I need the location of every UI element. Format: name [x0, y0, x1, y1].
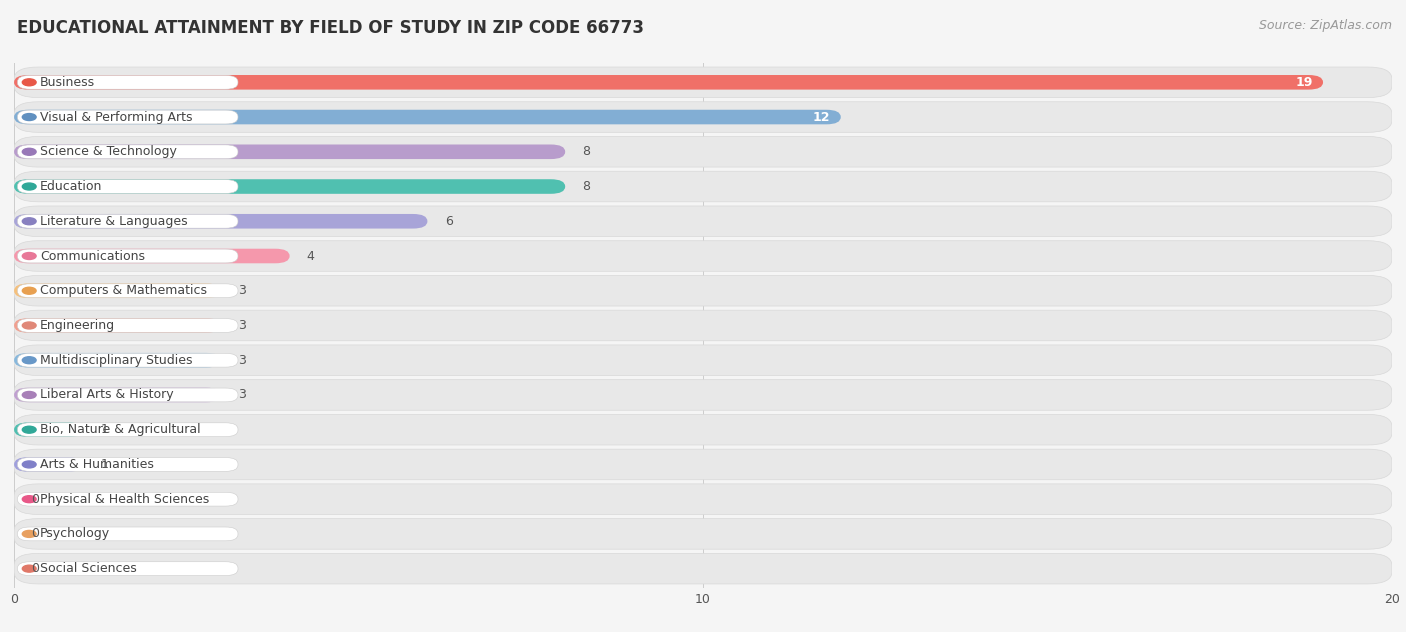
Circle shape [22, 253, 37, 260]
Circle shape [22, 322, 37, 329]
FancyBboxPatch shape [17, 110, 238, 124]
Circle shape [22, 79, 37, 86]
FancyBboxPatch shape [14, 415, 1392, 445]
Text: 12: 12 [813, 111, 831, 123]
Text: 0: 0 [31, 528, 39, 540]
FancyBboxPatch shape [17, 423, 238, 437]
Text: Business: Business [41, 76, 96, 89]
Text: 8: 8 [582, 145, 591, 158]
FancyBboxPatch shape [14, 345, 1392, 375]
FancyBboxPatch shape [14, 310, 1392, 341]
FancyBboxPatch shape [14, 67, 1392, 97]
FancyBboxPatch shape [14, 179, 565, 194]
FancyBboxPatch shape [17, 284, 238, 298]
Text: 0: 0 [31, 562, 39, 575]
Text: 1: 1 [100, 423, 108, 436]
FancyBboxPatch shape [17, 179, 238, 193]
FancyBboxPatch shape [14, 171, 1392, 202]
FancyBboxPatch shape [17, 527, 238, 541]
FancyBboxPatch shape [14, 214, 427, 229]
FancyBboxPatch shape [14, 206, 1392, 236]
Text: Source: ZipAtlas.com: Source: ZipAtlas.com [1258, 19, 1392, 32]
Circle shape [22, 183, 37, 190]
FancyBboxPatch shape [14, 110, 841, 125]
Text: Literature & Languages: Literature & Languages [41, 215, 188, 228]
FancyBboxPatch shape [14, 387, 221, 402]
FancyBboxPatch shape [14, 145, 565, 159]
Circle shape [22, 114, 37, 121]
FancyBboxPatch shape [14, 283, 221, 298]
Text: Social Sciences: Social Sciences [41, 562, 136, 575]
FancyBboxPatch shape [14, 422, 83, 437]
FancyBboxPatch shape [17, 249, 238, 263]
Text: Physical & Health Sciences: Physical & Health Sciences [41, 493, 209, 506]
FancyBboxPatch shape [17, 75, 238, 89]
Circle shape [22, 288, 37, 295]
FancyBboxPatch shape [14, 249, 290, 264]
FancyBboxPatch shape [14, 457, 83, 471]
Text: Science & Technology: Science & Technology [41, 145, 177, 158]
FancyBboxPatch shape [14, 554, 1392, 584]
FancyBboxPatch shape [17, 562, 238, 576]
Text: Bio, Nature & Agricultural: Bio, Nature & Agricultural [41, 423, 201, 436]
Text: 4: 4 [307, 250, 315, 262]
Text: 0: 0 [31, 493, 39, 506]
FancyBboxPatch shape [14, 449, 1392, 480]
Text: 3: 3 [238, 389, 246, 401]
Circle shape [22, 356, 37, 363]
Text: Psychology: Psychology [41, 528, 110, 540]
Circle shape [22, 495, 37, 502]
Circle shape [22, 461, 37, 468]
Text: 6: 6 [444, 215, 453, 228]
Circle shape [22, 426, 37, 433]
Text: Engineering: Engineering [41, 319, 115, 332]
Text: Visual & Performing Arts: Visual & Performing Arts [41, 111, 193, 123]
Text: Education: Education [41, 180, 103, 193]
Circle shape [22, 530, 37, 537]
FancyBboxPatch shape [14, 241, 1392, 271]
FancyBboxPatch shape [14, 519, 1392, 549]
Text: Arts & Humanities: Arts & Humanities [41, 458, 155, 471]
Text: 3: 3 [238, 284, 246, 297]
Text: 19: 19 [1295, 76, 1313, 89]
FancyBboxPatch shape [17, 319, 238, 332]
Circle shape [22, 565, 37, 572]
FancyBboxPatch shape [17, 388, 238, 402]
FancyBboxPatch shape [17, 214, 238, 228]
Text: 3: 3 [238, 319, 246, 332]
Text: Computers & Mathematics: Computers & Mathematics [41, 284, 207, 297]
FancyBboxPatch shape [17, 353, 238, 367]
FancyBboxPatch shape [17, 458, 238, 471]
Text: Liberal Arts & History: Liberal Arts & History [41, 389, 174, 401]
Text: 8: 8 [582, 180, 591, 193]
FancyBboxPatch shape [14, 75, 1323, 90]
FancyBboxPatch shape [14, 137, 1392, 167]
Text: EDUCATIONAL ATTAINMENT BY FIELD OF STUDY IN ZIP CODE 66773: EDUCATIONAL ATTAINMENT BY FIELD OF STUDY… [17, 19, 644, 37]
FancyBboxPatch shape [17, 145, 238, 159]
FancyBboxPatch shape [14, 276, 1392, 306]
FancyBboxPatch shape [14, 353, 221, 368]
Circle shape [22, 391, 37, 398]
FancyBboxPatch shape [17, 492, 238, 506]
Text: 1: 1 [100, 458, 108, 471]
Circle shape [22, 218, 37, 225]
Text: Communications: Communications [41, 250, 145, 262]
Text: 3: 3 [238, 354, 246, 367]
FancyBboxPatch shape [14, 102, 1392, 132]
FancyBboxPatch shape [14, 318, 221, 333]
Text: Multidisciplinary Studies: Multidisciplinary Studies [41, 354, 193, 367]
Circle shape [22, 149, 37, 155]
FancyBboxPatch shape [14, 484, 1392, 514]
FancyBboxPatch shape [14, 380, 1392, 410]
